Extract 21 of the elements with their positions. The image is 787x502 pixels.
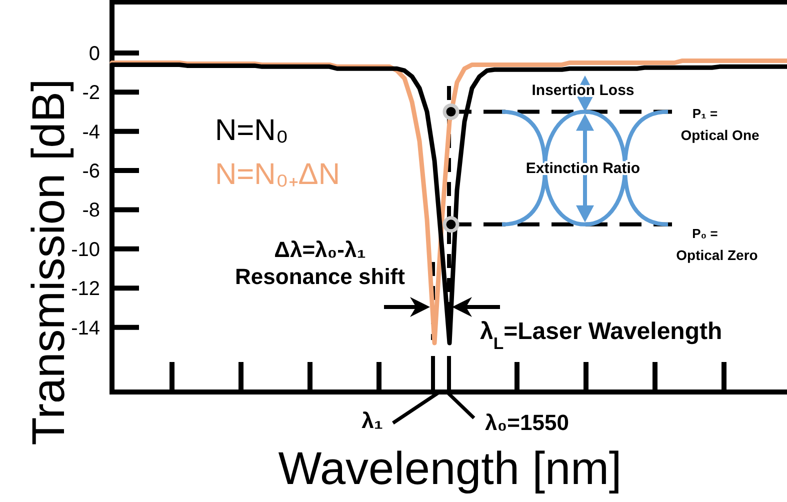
annotation: λ$_{L}$=Laser Wavelength [480, 318, 722, 352]
x-axis-title: Wavelength [nm] [278, 442, 622, 494]
text: λ₁ [362, 408, 383, 433]
annotation: Δλ=λ₀-λ₁ [274, 237, 366, 262]
annotation: Optical One [680, 127, 760, 143]
series-label: N=N₀ [215, 114, 288, 147]
y-tick-label: -10 [71, 238, 100, 261]
text: λ₀=1550 [485, 410, 569, 435]
y-tick-label: -4 [82, 121, 100, 144]
annotation: Optical Zero [676, 247, 758, 263]
y-tick-label: -14 [71, 317, 100, 340]
y-tick-label: -2 [82, 82, 100, 104]
annotation: P₀ = [692, 226, 718, 241]
y-tick-label: -6 [82, 160, 100, 183]
y-axis-title: Transmission [dB] [22, 78, 74, 446]
y-tick-label: -8 [82, 200, 100, 222]
annotation: Resonance shift [235, 264, 406, 289]
annotation: P₁ = [692, 106, 718, 121]
y-tick-label: -12 [71, 278, 100, 300]
y-tick-label: 0 [88, 42, 100, 65]
text: N=N₀₊ΔN [215, 158, 340, 191]
